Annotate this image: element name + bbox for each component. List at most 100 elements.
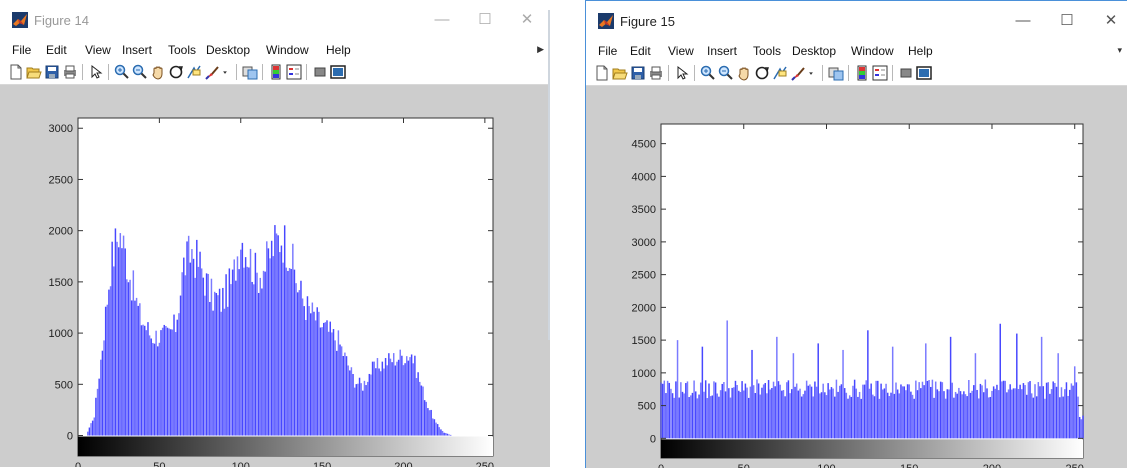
histogram-bar bbox=[200, 268, 203, 436]
toolbar-overflow-arrow-icon[interactable]: ▶ bbox=[537, 44, 544, 54]
menu-edit[interactable]: Edit bbox=[46, 43, 67, 57]
menu-file[interactable]: File bbox=[12, 43, 32, 57]
histogram-bar bbox=[205, 273, 208, 436]
brush-dropdown-icon[interactable] bbox=[220, 64, 230, 80]
hide-plot-tools-icon[interactable] bbox=[312, 64, 328, 80]
histogram-bar bbox=[979, 383, 982, 439]
histogram-bar bbox=[264, 271, 266, 436]
menu-window[interactable]: Window bbox=[851, 44, 894, 58]
figure-15-titlebar[interactable]: Figure 15 — ☐ ✕ bbox=[586, 1, 1127, 41]
histogram-bar bbox=[345, 356, 348, 436]
rotate-3d-icon[interactable] bbox=[168, 64, 184, 80]
zoom-out-icon[interactable] bbox=[132, 64, 148, 80]
new-figure-icon[interactable] bbox=[594, 65, 610, 81]
open-file-icon[interactable] bbox=[612, 65, 628, 81]
rotate-3d-icon[interactable] bbox=[754, 65, 770, 81]
histogram-bar bbox=[779, 384, 781, 439]
pan-hand-icon[interactable] bbox=[736, 65, 752, 81]
figure-14-titlebar[interactable]: Figure 14 — ☐ ✕ bbox=[0, 0, 550, 40]
histogram-bar bbox=[270, 240, 273, 436]
histogram-bar bbox=[246, 266, 248, 436]
axes-box bbox=[660, 123, 1084, 459]
edit-plot-arrow-icon[interactable] bbox=[88, 64, 104, 80]
menu-edit[interactable]: Edit bbox=[630, 44, 651, 58]
histogram-bar bbox=[724, 391, 727, 439]
menu-file[interactable]: File bbox=[598, 44, 618, 58]
histogram-bar bbox=[961, 394, 963, 439]
show-plot-tools-icon[interactable] bbox=[916, 65, 932, 81]
hide-plot-tools-icon[interactable] bbox=[898, 65, 914, 81]
legend-icon[interactable] bbox=[872, 65, 888, 81]
menu-desktop[interactable]: Desktop bbox=[206, 43, 251, 57]
histogram-bar bbox=[678, 397, 680, 439]
print-icon[interactable] bbox=[62, 64, 78, 80]
menu-help[interactable]: Help bbox=[908, 44, 933, 58]
legend-icon[interactable] bbox=[286, 64, 302, 80]
brush-icon[interactable] bbox=[790, 65, 806, 81]
menu-view[interactable]: View bbox=[668, 44, 694, 58]
histogram-bar bbox=[1065, 382, 1068, 439]
save-icon[interactable] bbox=[44, 64, 60, 80]
histogram-bar bbox=[212, 310, 214, 436]
y-tick-label: 3500 bbox=[632, 204, 656, 216]
histogram-bar bbox=[885, 383, 887, 439]
histogram-bar bbox=[673, 397, 675, 439]
data-cursor-icon[interactable] bbox=[186, 64, 202, 80]
histogram-bar bbox=[741, 381, 743, 439]
menu-insert[interactable]: Insert bbox=[122, 43, 153, 57]
open-file-icon[interactable] bbox=[26, 64, 42, 80]
zoom-out-icon[interactable] bbox=[718, 65, 734, 81]
save-icon[interactable] bbox=[630, 65, 646, 81]
link-plot-icon[interactable] bbox=[242, 64, 258, 80]
maximize-button[interactable]: ☐ bbox=[478, 11, 492, 28]
histogram-bar bbox=[160, 330, 162, 436]
histogram-bar bbox=[1070, 383, 1073, 439]
data-cursor-icon[interactable] bbox=[772, 65, 788, 81]
brush-dropdown-icon[interactable] bbox=[806, 65, 816, 81]
window-edge bbox=[548, 10, 550, 340]
menu-tools[interactable]: Tools bbox=[753, 44, 782, 58]
zoom-in-icon[interactable] bbox=[114, 64, 130, 80]
menu-help[interactable]: Help bbox=[326, 43, 351, 57]
histogram-bar bbox=[1082, 415, 1084, 439]
histogram-plot: 0 500 1000 1500 2000 2500 3000 3500 4000 4500 0 50 1… bbox=[632, 123, 1084, 468]
histogram-bar bbox=[1037, 382, 1040, 439]
histogram-bar bbox=[1024, 385, 1026, 439]
minimize-button[interactable]: — bbox=[1015, 12, 1031, 29]
colorbar-icon[interactable] bbox=[854, 65, 870, 81]
colorbar-icon[interactable] bbox=[268, 64, 284, 80]
minimize-button[interactable]: — bbox=[434, 11, 450, 28]
histogram-bar bbox=[116, 241, 118, 436]
menu-insert[interactable]: Insert bbox=[707, 44, 738, 58]
histogram-bar bbox=[756, 379, 758, 439]
print-icon[interactable] bbox=[648, 65, 664, 81]
histogram-bar bbox=[420, 385, 423, 436]
histogram-bar bbox=[412, 363, 414, 436]
menu-desktop[interactable]: Desktop bbox=[792, 44, 837, 58]
menu-tools[interactable]: Tools bbox=[168, 43, 197, 57]
histogram-bar bbox=[931, 379, 934, 439]
histogram-bar bbox=[428, 410, 431, 436]
toolbar-overflow-arrow-icon[interactable]: ▾ bbox=[1117, 45, 1122, 55]
brush-icon[interactable] bbox=[204, 64, 220, 80]
link-plot-icon[interactable] bbox=[828, 65, 844, 81]
histogram-bar bbox=[178, 313, 180, 436]
x-tick-label: 250 bbox=[1066, 463, 1084, 468]
histogram-bar bbox=[1067, 395, 1069, 439]
y-tick-label: 4000 bbox=[632, 171, 656, 183]
edit-plot-arrow-icon[interactable] bbox=[674, 65, 690, 81]
maximize-button[interactable]: ☐ bbox=[1060, 12, 1074, 29]
menu-view[interactable]: View bbox=[85, 43, 111, 57]
new-figure-icon[interactable] bbox=[8, 64, 24, 80]
menu-window[interactable]: Window bbox=[266, 43, 309, 57]
histogram-bar bbox=[316, 307, 318, 436]
histogram-bar bbox=[1072, 385, 1074, 439]
histogram-bar bbox=[446, 433, 449, 436]
show-plot-tools-icon[interactable] bbox=[330, 64, 346, 80]
close-button[interactable]: ✕ bbox=[520, 11, 534, 28]
histogram-bar bbox=[251, 281, 253, 436]
histogram-bar bbox=[925, 343, 927, 439]
pan-hand-icon[interactable] bbox=[150, 64, 166, 80]
zoom-in-icon[interactable] bbox=[700, 65, 716, 81]
close-button[interactable]: ✕ bbox=[1104, 12, 1118, 29]
